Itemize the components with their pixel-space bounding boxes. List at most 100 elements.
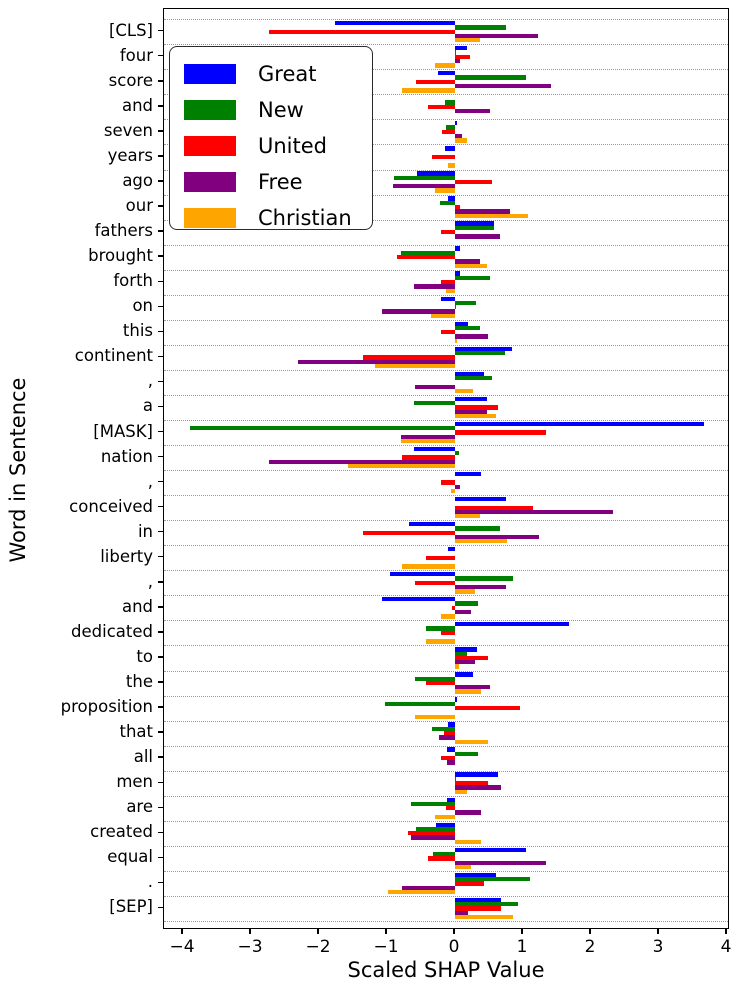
legend-label: United — [258, 134, 327, 158]
bar-great — [455, 647, 478, 652]
y-tick-label: the — [125, 672, 153, 692]
legend-item-new: New — [170, 92, 372, 128]
x-tick-mark — [589, 929, 591, 934]
y-tick-mark — [158, 355, 163, 358]
bar-great — [446, 747, 455, 752]
bar-great — [435, 822, 455, 827]
bar-united — [451, 605, 455, 611]
bar-new — [455, 902, 519, 907]
bar-united — [427, 856, 455, 861]
bar-new — [455, 526, 500, 531]
bar-great — [455, 622, 569, 627]
word-row — [164, 195, 728, 220]
bar-great — [455, 897, 501, 902]
x-tick-label: 0 — [448, 937, 460, 957]
x-tick-label: 1 — [516, 937, 528, 957]
bar-new — [190, 426, 455, 431]
bar-christian — [455, 539, 507, 544]
legend-label: Great — [258, 62, 317, 86]
bar-united — [440, 330, 455, 335]
gridline — [164, 495, 728, 497]
bar-new — [455, 375, 493, 381]
y-tick-label: created — [90, 822, 153, 842]
bar-great — [455, 471, 481, 477]
bar-christian — [434, 188, 455, 193]
word-row — [164, 119, 728, 144]
y-tick-mark — [158, 906, 163, 909]
legend-swatch-icon — [184, 172, 236, 192]
bar-free — [446, 760, 455, 765]
bar-great — [455, 371, 484, 376]
word-row — [164, 270, 728, 295]
bar-free — [455, 58, 461, 64]
legend-label: New — [258, 98, 304, 122]
word-row — [164, 821, 728, 846]
legend-swatch-icon — [184, 136, 236, 156]
bar-united — [396, 255, 455, 260]
x-tick-mark — [385, 929, 387, 934]
y-tick-mark — [158, 330, 163, 333]
y-tick-label: this — [122, 321, 153, 341]
bar-united — [415, 79, 455, 84]
gridline — [164, 770, 728, 772]
gridline — [164, 545, 728, 547]
bar-united — [268, 29, 455, 34]
bar-great — [409, 521, 455, 527]
y-tick-label: liberty — [100, 546, 153, 566]
bar-christian — [446, 288, 455, 293]
bar-free — [410, 835, 455, 840]
y-tick-label: conceived — [69, 496, 153, 516]
word-row — [164, 19, 728, 44]
gridline — [164, 745, 728, 747]
x-tick-mark — [249, 929, 251, 934]
bar-united — [455, 781, 488, 786]
legend-swatch-icon — [184, 100, 236, 120]
bar-united — [401, 455, 455, 460]
bar-great — [455, 321, 468, 326]
bar-free — [455, 209, 511, 214]
y-tick-mark — [158, 706, 163, 708]
word-row — [164, 696, 728, 721]
y-tick-label: in — [137, 521, 153, 541]
gridline — [164, 921, 728, 922]
bar-christian — [455, 914, 514, 920]
bar-free — [439, 735, 455, 740]
bar-new — [455, 876, 531, 882]
bar-free — [455, 409, 487, 414]
word-row — [164, 721, 728, 746]
word-row — [164, 245, 728, 270]
y-tick-label: to — [136, 646, 153, 666]
bar-united — [440, 630, 455, 636]
y-tick-mark — [158, 155, 163, 157]
bar-free — [393, 184, 455, 189]
y-tick-label: ago — [122, 171, 153, 191]
bar-united — [427, 104, 455, 110]
bar-great — [455, 697, 458, 702]
y-tick-mark — [158, 105, 163, 107]
y-tick-mark — [158, 280, 163, 282]
gridline — [164, 420, 728, 421]
bar-christian — [455, 589, 476, 594]
bar-new — [455, 451, 460, 456]
y-tick-mark — [158, 130, 163, 132]
bar-new — [455, 225, 494, 230]
bar-new — [455, 325, 481, 331]
gridline — [164, 570, 728, 572]
legend-item-great: Great — [170, 56, 372, 92]
bar-great — [455, 396, 487, 401]
bar-united — [414, 580, 455, 585]
y-tick-label: dedicated — [71, 621, 153, 641]
bar-new — [410, 801, 455, 807]
bar-great — [414, 446, 455, 452]
bar-christian — [455, 338, 458, 344]
y-tick-mark — [158, 881, 163, 884]
y-tick-label: , — [147, 471, 153, 491]
bar-united — [426, 555, 455, 560]
x-tick-label: −3 — [237, 937, 263, 957]
bar-united — [455, 179, 493, 185]
word-row — [164, 871, 728, 896]
word-row — [164, 44, 728, 69]
x-tick-label: −4 — [169, 937, 195, 957]
word-row — [164, 595, 728, 620]
